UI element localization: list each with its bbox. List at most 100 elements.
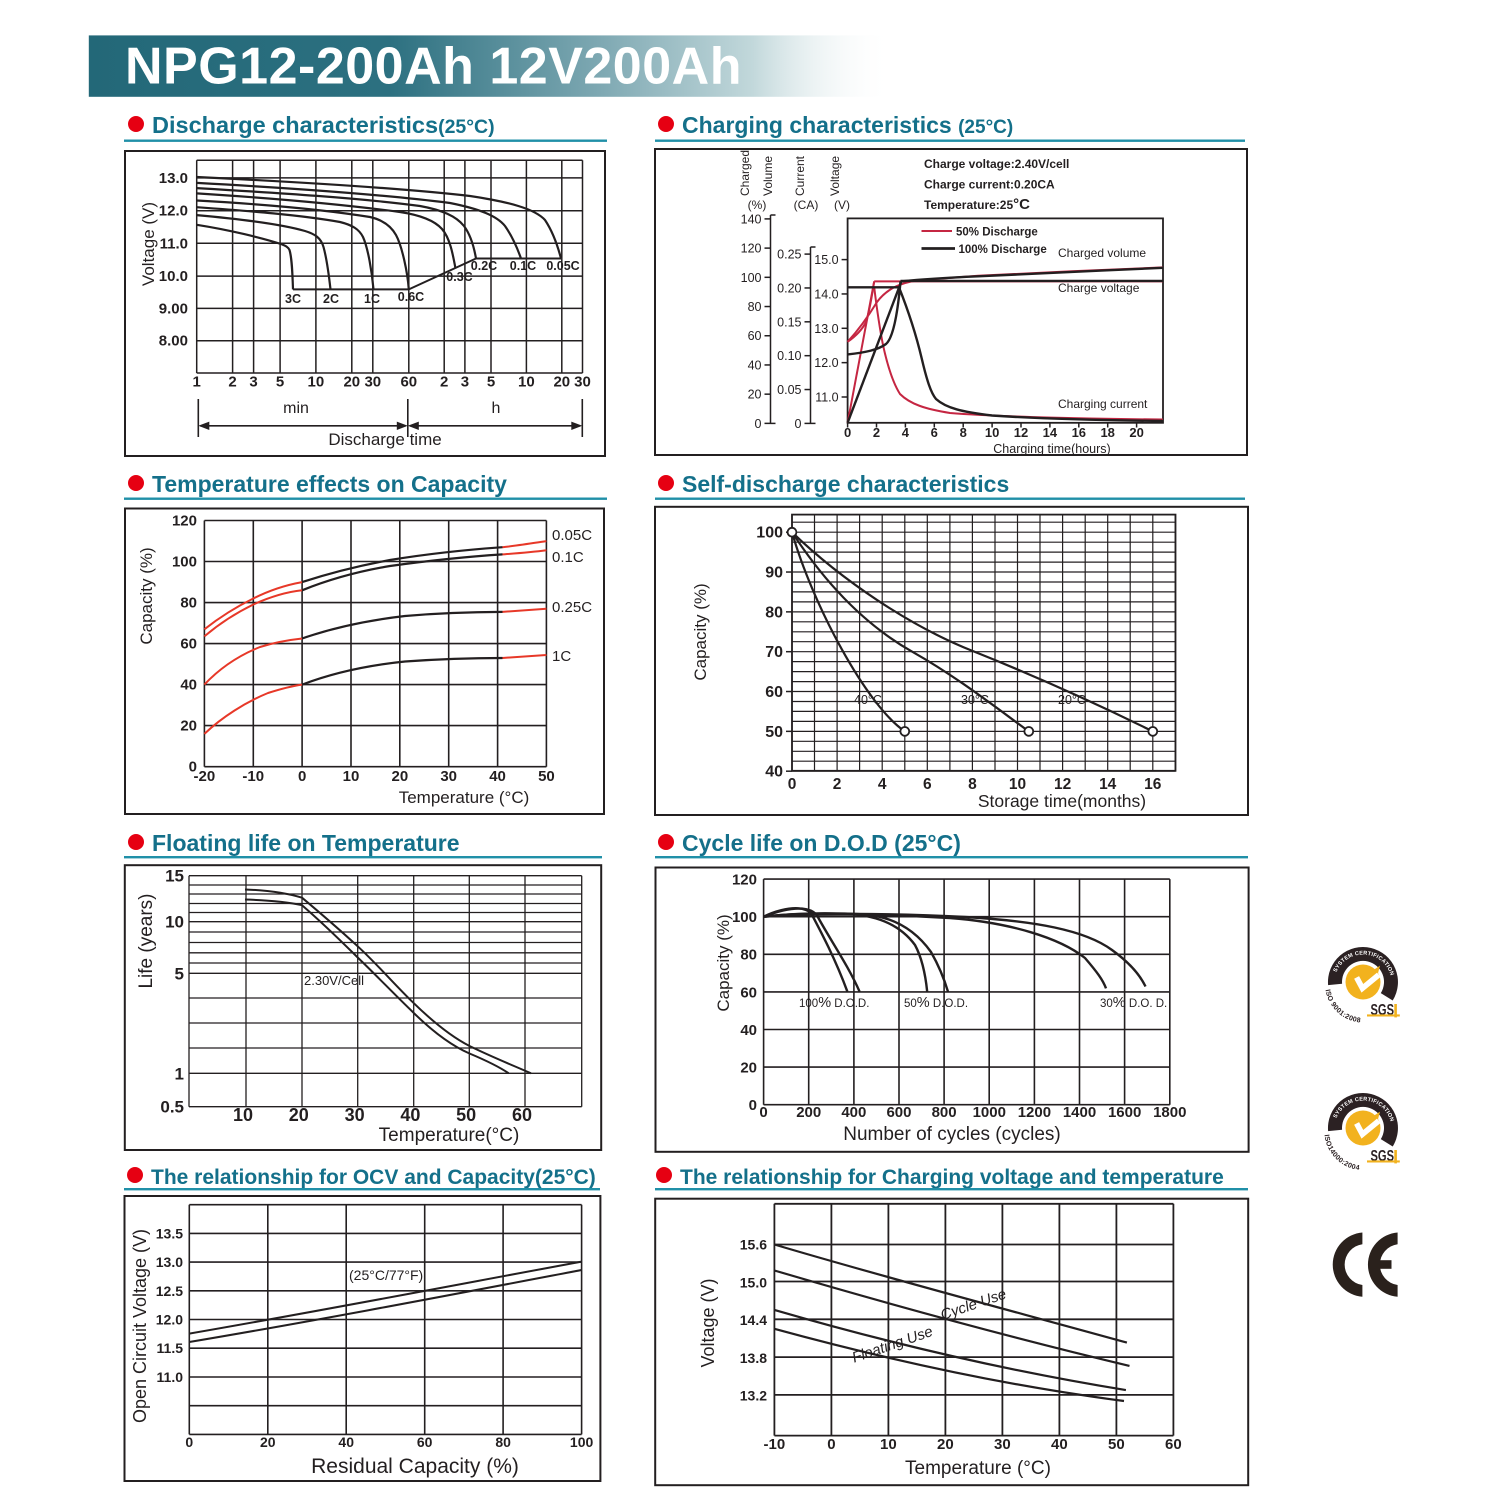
svg-text:80: 80 [740, 947, 757, 964]
svg-text:Temperature(°C): Temperature(°C) [379, 1125, 520, 1146]
svg-text:80: 80 [180, 595, 197, 612]
svg-text:2: 2 [833, 776, 842, 793]
svg-text:8.00: 8.00 [159, 333, 188, 350]
svg-text:1800: 1800 [1153, 1104, 1186, 1121]
svg-text:Temperature:25°C: Temperature:25°C [924, 196, 1030, 213]
svg-text:50: 50 [765, 724, 783, 741]
svg-text:80: 80 [495, 1434, 511, 1450]
svg-text:120: 120 [741, 242, 762, 256]
svg-text:20: 20 [343, 374, 360, 391]
svg-text:(CA): (CA) [794, 198, 819, 212]
svg-text:30: 30 [364, 374, 381, 391]
svg-text:Voltage: Voltage [828, 156, 842, 196]
svg-text:0.1C: 0.1C [552, 549, 584, 566]
svg-text:(%): (%) [748, 198, 767, 212]
svg-text:40: 40 [748, 358, 762, 372]
svg-text:(V): (V) [834, 198, 850, 212]
svg-text:Discharge time: Discharge time [328, 430, 441, 449]
svg-text:40: 40 [180, 677, 197, 694]
svg-text:50: 50 [1108, 1436, 1125, 1453]
svg-text:0: 0 [189, 759, 197, 776]
svg-text:10: 10 [343, 768, 360, 785]
svg-text:30: 30 [994, 1436, 1011, 1453]
svg-text:16: 16 [1144, 776, 1162, 793]
svg-text:Charging characteristics (25°C: Charging characteristics (25°C) [682, 112, 1013, 138]
svg-text:70: 70 [765, 644, 783, 661]
svg-text:0.25C: 0.25C [552, 599, 592, 616]
svg-text:Charge current:0.20CA: Charge current:0.20CA [924, 178, 1055, 192]
svg-text:13.0: 13.0 [159, 170, 188, 187]
svg-text:60: 60 [740, 984, 757, 1001]
svg-text:0.05: 0.05 [777, 383, 801, 397]
svg-text:40: 40 [765, 764, 783, 781]
svg-text:12.0: 12.0 [159, 203, 188, 220]
svg-text:Number of cycles (cycles): Number of cycles (cycles) [843, 1124, 1061, 1145]
svg-text:120: 120 [172, 513, 197, 530]
svg-text:20: 20 [748, 388, 762, 402]
svg-text:50: 50 [538, 768, 555, 785]
svg-text:1200: 1200 [1018, 1104, 1051, 1121]
svg-text:0: 0 [749, 1097, 757, 1114]
svg-text:200: 200 [796, 1104, 821, 1121]
svg-text:The relationship for Charging: The relationship for Charging voltage an… [680, 1166, 1224, 1189]
svg-text:14.0: 14.0 [814, 287, 838, 301]
svg-text:-20: -20 [194, 768, 216, 785]
svg-text:Capacity (%): Capacity (%) [137, 547, 156, 644]
svg-text:2: 2 [440, 374, 448, 391]
svg-text:15.6: 15.6 [740, 1237, 767, 1253]
svg-text:0: 0 [844, 425, 851, 440]
svg-text:-10: -10 [764, 1436, 786, 1453]
svg-text:800: 800 [932, 1104, 957, 1121]
svg-text:20: 20 [553, 374, 570, 391]
svg-text:15: 15 [165, 867, 184, 886]
svg-text:0: 0 [759, 1104, 767, 1121]
svg-text:30°C: 30°C [961, 693, 989, 707]
svg-text:0: 0 [755, 417, 762, 431]
svg-text:-10: -10 [242, 768, 264, 785]
svg-text:3: 3 [249, 374, 257, 391]
svg-text:0.10: 0.10 [777, 349, 801, 363]
svg-text:14: 14 [1099, 776, 1117, 793]
svg-text:Temperature (°C): Temperature (°C) [905, 1458, 1051, 1479]
svg-text:13.2: 13.2 [740, 1388, 767, 1404]
svg-text:13.0: 13.0 [814, 322, 838, 336]
svg-text:14: 14 [1043, 425, 1058, 440]
svg-text:1: 1 [193, 374, 201, 391]
svg-text:80: 80 [748, 300, 762, 314]
svg-text:140: 140 [741, 212, 762, 226]
svg-text:The relationship for OCV and C: The relationship for OCV and Capacity(25… [151, 1166, 596, 1189]
svg-text:2: 2 [228, 374, 236, 391]
svg-text:50% Discharge: 50% Discharge [956, 227, 1038, 239]
svg-text:1: 1 [175, 1064, 184, 1083]
svg-text:Charged: Charged [738, 150, 752, 196]
svg-text:12.0: 12.0 [156, 1312, 183, 1328]
svg-text:40: 40 [740, 1022, 757, 1039]
svg-text:18: 18 [1100, 425, 1114, 440]
svg-text:5: 5 [175, 964, 184, 983]
svg-text:0.3C: 0.3C [446, 270, 472, 284]
svg-text:4: 4 [902, 425, 910, 440]
svg-text:5: 5 [276, 374, 284, 391]
svg-text:60: 60 [417, 1434, 433, 1450]
svg-text:12.5: 12.5 [156, 1283, 183, 1299]
svg-text:Capacity (%): Capacity (%) [691, 583, 710, 680]
svg-text:Floating life on Temperature: Floating life on Temperature [152, 830, 460, 856]
svg-text:4: 4 [878, 776, 887, 793]
svg-text:20: 20 [260, 1434, 276, 1450]
svg-text:3C: 3C [285, 292, 301, 306]
svg-text:60: 60 [1165, 1436, 1182, 1453]
svg-text:Cycle life on D.O.D (25°C): Cycle life on D.O.D (25°C) [682, 830, 961, 856]
svg-text:Temperature effects on Capacit: Temperature effects on Capacity [152, 471, 507, 497]
svg-text:100% Discharge: 100% Discharge [959, 244, 1047, 256]
svg-text:0.6C: 0.6C [398, 290, 424, 304]
svg-text:2: 2 [873, 425, 880, 440]
svg-text:Charged volume: Charged volume [1058, 246, 1146, 260]
svg-text:120: 120 [732, 872, 757, 889]
svg-text:20°C: 20°C [1058, 693, 1086, 707]
svg-text:20: 20 [1129, 425, 1143, 440]
svg-text:Storage time(months): Storage time(months) [978, 791, 1146, 811]
svg-text:15.0: 15.0 [740, 1274, 767, 1290]
svg-text:20: 20 [289, 1105, 309, 1125]
svg-text:Volume: Volume [761, 156, 775, 196]
svg-text:Self-discharge characteristics: Self-discharge characteristics [682, 471, 1009, 497]
